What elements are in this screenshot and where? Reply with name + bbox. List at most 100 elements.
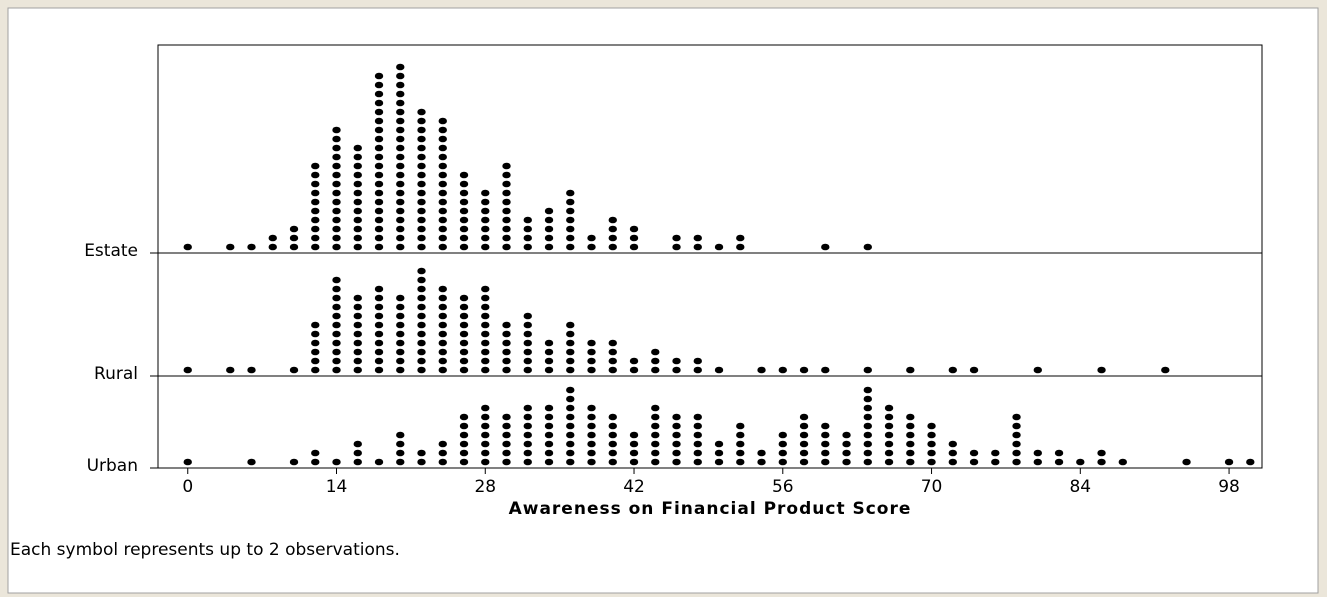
dot xyxy=(502,180,511,188)
dot xyxy=(906,422,915,430)
dot xyxy=(396,189,405,197)
dot xyxy=(566,216,575,224)
dot xyxy=(417,449,426,457)
dot xyxy=(374,458,384,466)
dot xyxy=(374,81,384,89)
dot xyxy=(353,449,362,457)
dot xyxy=(459,294,469,302)
dot xyxy=(502,198,511,206)
dot xyxy=(396,153,405,161)
dot xyxy=(417,171,426,179)
dot xyxy=(523,225,532,233)
dot xyxy=(502,357,511,365)
dot xyxy=(693,431,702,439)
dot xyxy=(1118,458,1128,466)
dot xyxy=(438,198,447,206)
dot xyxy=(311,449,320,457)
dot xyxy=(821,449,830,457)
dot xyxy=(481,404,490,412)
dot xyxy=(438,348,447,356)
dot xyxy=(289,458,299,466)
dot xyxy=(438,321,447,329)
dot xyxy=(311,339,320,347)
dot xyxy=(1076,458,1085,466)
dot xyxy=(374,108,384,116)
dot xyxy=(587,366,596,374)
dot xyxy=(396,81,405,89)
dot xyxy=(587,449,596,457)
dot xyxy=(714,243,724,251)
dot xyxy=(459,312,469,320)
dot xyxy=(396,225,405,233)
dot xyxy=(332,207,341,215)
dot xyxy=(459,422,469,430)
dot xyxy=(396,339,405,347)
dot xyxy=(311,330,320,338)
dot xyxy=(396,99,405,107)
dot xyxy=(969,366,979,374)
dot xyxy=(438,234,447,242)
dot xyxy=(417,153,426,161)
dot xyxy=(247,243,256,251)
dot xyxy=(417,312,426,320)
dot xyxy=(927,458,936,466)
dot xyxy=(417,303,426,311)
dot xyxy=(1224,458,1234,466)
dot xyxy=(821,440,830,448)
dot xyxy=(884,431,894,439)
dot xyxy=(311,198,320,206)
dot xyxy=(438,225,447,233)
x-tick-label: 98 xyxy=(1218,477,1240,497)
dot xyxy=(523,449,532,457)
x-tick-label: 42 xyxy=(623,477,645,497)
dot xyxy=(353,162,362,170)
x-tick-label: 84 xyxy=(1069,477,1091,497)
dot xyxy=(523,312,532,320)
dot xyxy=(481,303,490,311)
dot xyxy=(863,395,872,403)
dot xyxy=(438,189,447,197)
dot xyxy=(289,225,299,233)
dot xyxy=(459,458,469,466)
dot xyxy=(693,458,702,466)
dot xyxy=(417,234,426,242)
dot xyxy=(332,276,341,284)
dot xyxy=(544,458,554,466)
dot xyxy=(502,366,511,374)
dot xyxy=(438,162,447,170)
dot xyxy=(374,339,384,347)
dot xyxy=(672,458,681,466)
dot xyxy=(608,216,617,224)
dot xyxy=(906,458,915,466)
dot xyxy=(502,207,511,215)
dot xyxy=(374,117,384,125)
dot xyxy=(459,440,469,448)
dot xyxy=(459,348,469,356)
dot xyxy=(544,413,554,421)
dot xyxy=(332,312,341,320)
dot xyxy=(332,162,341,170)
dot xyxy=(863,243,872,251)
dot xyxy=(459,234,469,242)
dot xyxy=(396,234,405,242)
dot xyxy=(247,458,256,466)
dot xyxy=(884,449,894,457)
dot xyxy=(417,276,426,284)
dot xyxy=(906,413,915,421)
dot xyxy=(714,440,724,448)
dot xyxy=(374,198,384,206)
dot xyxy=(417,294,426,302)
dot xyxy=(396,108,405,116)
dot xyxy=(566,225,575,233)
dot xyxy=(544,234,554,242)
dot xyxy=(821,243,830,251)
dot xyxy=(353,303,362,311)
dot xyxy=(481,198,490,206)
dot xyxy=(311,366,320,374)
dot xyxy=(332,339,341,347)
dot xyxy=(417,458,426,466)
dot xyxy=(1246,458,1255,466)
dot xyxy=(332,458,341,466)
dot xyxy=(608,440,617,448)
x-axis-label: Awareness on Financial Product Score xyxy=(509,499,912,519)
